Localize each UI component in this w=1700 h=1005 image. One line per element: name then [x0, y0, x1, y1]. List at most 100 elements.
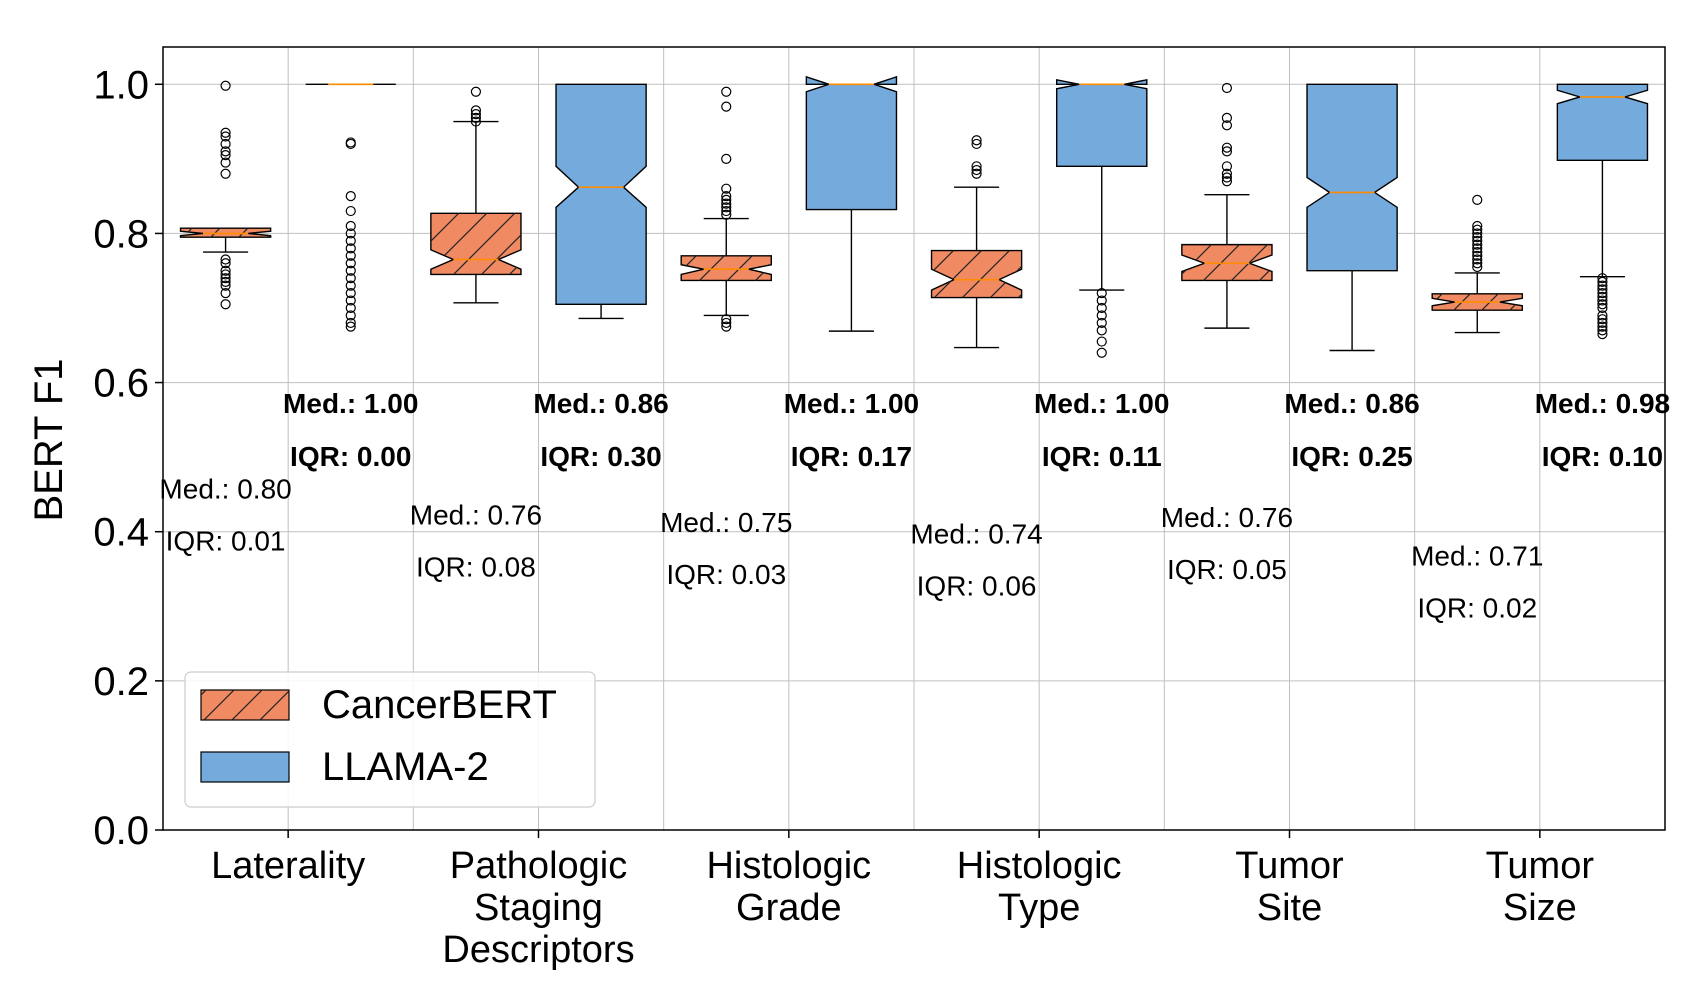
outlier-point: [220, 138, 231, 150]
outlier-point: [220, 299, 231, 310]
median-label: Med.: 1.00: [283, 388, 418, 419]
outlier-point: [345, 191, 356, 202]
outlier-point: [1096, 287, 1107, 299]
legend-swatch-llama2: [200, 751, 290, 783]
outlier-point: [345, 273, 356, 284]
outlier-point: [220, 287, 231, 299]
median-label: Med.: 0.75: [660, 507, 792, 538]
x-tick-label: Type: [998, 887, 1080, 929]
median-label: Med.: 1.00: [1034, 388, 1169, 419]
outlier-point: [345, 302, 356, 314]
outlier-point: [220, 265, 231, 276]
x-tick-label: Tumor: [1235, 845, 1344, 887]
outlier-point: [1597, 280, 1608, 291]
x-tick-label: Site: [1257, 887, 1322, 929]
outlier-point: [1472, 250, 1483, 261]
box-body: [555, 83, 647, 305]
outlier-point: [345, 265, 356, 276]
outlier-point: [1472, 258, 1483, 269]
outlier-point: [1221, 168, 1233, 179]
outlier-point: [721, 202, 732, 213]
median-label: Med.: 0.80: [159, 474, 291, 505]
outlier-point: [345, 317, 356, 329]
outlier-point: [345, 243, 356, 254]
outlier-point: [721, 194, 732, 205]
box-hatch: [931, 250, 1022, 298]
outlier-point: [345, 321, 356, 332]
y-tick-label: 0.6: [93, 362, 149, 406]
outlier-point: [220, 150, 231, 161]
outlier-point: [1472, 254, 1483, 265]
y-tick-label: 1.0: [93, 63, 149, 107]
y-axis-label: BERT F1: [27, 358, 71, 521]
outlier-point: [1096, 310, 1107, 321]
outlier-point: [345, 220, 356, 232]
outlier-point: [971, 161, 982, 172]
outlier-point: [721, 153, 732, 164]
outlier-point: [1472, 235, 1483, 246]
outlier-point: [345, 310, 356, 321]
outlier-point: [345, 250, 356, 261]
outlier-point: [971, 168, 982, 179]
legend-label-llama2: LLAMA-2: [322, 745, 489, 789]
outlier-point: [1221, 146, 1233, 157]
outlier-point: [1597, 310, 1608, 321]
outlier-point: [1096, 325, 1107, 336]
outlier-point: [1597, 317, 1608, 329]
outlier-point: [220, 157, 231, 168]
iqr-label: IQR: 0.11: [1042, 441, 1162, 472]
outlier-point: [1472, 246, 1483, 258]
outlier-point: [345, 287, 356, 299]
outlier-point: [1597, 325, 1608, 336]
outlier-point: [1472, 220, 1483, 232]
iqr-label: IQR: 0.08: [416, 552, 536, 583]
y-tick-label: 0.2: [93, 660, 149, 704]
y-tick-label: 0.8: [93, 212, 149, 256]
outlier-point: [220, 80, 231, 91]
outlier-point: [345, 258, 356, 269]
median-label: Med.: 0.76: [1161, 502, 1293, 533]
outlier-point: [1597, 302, 1608, 314]
outlier-point: [470, 105, 482, 116]
x-tick-label: Pathologic: [450, 845, 627, 887]
outlier-point: [1472, 224, 1483, 235]
outlier-point: [470, 109, 482, 120]
outlier-point: [1221, 172, 1233, 183]
x-tick-label: Descriptors: [442, 929, 634, 971]
iqr-label: IQR: 0.17: [791, 441, 912, 472]
outlier-point: [1472, 232, 1483, 243]
x-tick-label: Histologic: [706, 845, 871, 887]
x-tick-label: Histologic: [957, 845, 1122, 887]
box-hatch: [681, 255, 772, 281]
outlier-point: [1096, 317, 1107, 329]
outlier-point: [1472, 243, 1483, 254]
outlier-point: [721, 209, 732, 220]
outlier-point: [1472, 239, 1483, 250]
median-label: Med.: 0.76: [410, 500, 542, 531]
iqr-label: IQR: 0.10: [1542, 441, 1663, 472]
outlier-point: [345, 205, 356, 217]
iqr-label: IQR: 0.03: [666, 559, 786, 590]
outlier-point: [1472, 261, 1483, 273]
outlier-point: [345, 280, 356, 291]
stat-labels: Med.: 0.80 IQR: 0.01 Med.: 0.76 IQR: 0.08 Me…: [159, 388, 1670, 624]
outlier-point: [1597, 287, 1608, 299]
median-label: Med.: 0.86: [533, 388, 668, 419]
outlier-point: [1221, 176, 1233, 187]
x-tick-label: Laterality: [211, 845, 365, 887]
outlier-point: [220, 258, 231, 269]
outlier-point: [971, 138, 982, 150]
outlier-point: [1096, 336, 1107, 347]
outlier-point: [721, 321, 732, 332]
box-hatch: [430, 213, 521, 275]
outlier-point: [220, 273, 231, 284]
outlier-point: [1221, 82, 1233, 94]
outlier-point: [1221, 142, 1233, 153]
x-tick-label: Size: [1503, 887, 1577, 929]
outlier-point: [1221, 120, 1233, 131]
grid-lines: [163, 47, 1665, 831]
box-body: [1055, 78, 1148, 168]
legend-label-cancerbert: CancerBERT: [322, 683, 557, 727]
outlier-point: [345, 235, 356, 246]
